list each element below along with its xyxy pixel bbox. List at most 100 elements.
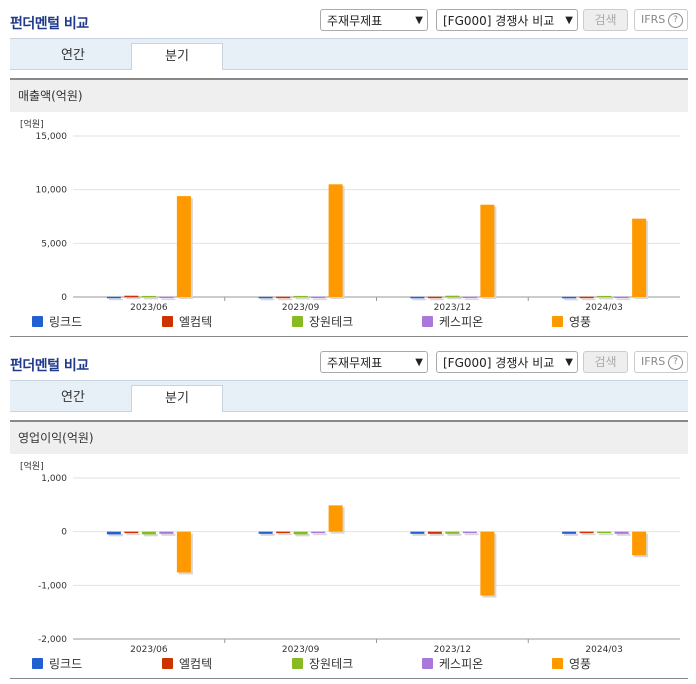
bar-shadow (599, 533, 614, 536)
bar-2-2 (445, 295, 460, 298)
bar-4-2 (480, 204, 495, 297)
bar-1-1 (276, 296, 291, 299)
bar-shadow (429, 533, 444, 536)
panel-title: 펀더멘털 비교 (10, 358, 89, 374)
bar-0-2 (410, 531, 425, 534)
chevron-down-icon: ▼ (565, 357, 573, 368)
legend-item[interactable]: 링크드 (32, 313, 82, 330)
legend-item[interactable]: 엘컴텍 (162, 313, 212, 330)
bar-3-0 (159, 531, 174, 534)
legend-item[interactable]: 장원테크 (292, 655, 353, 672)
bar-shadow (464, 298, 479, 301)
tab-annual[interactable]: 연간 (61, 48, 85, 63)
bar-shadow (260, 533, 275, 536)
bar-shadow (464, 533, 479, 536)
legend-item[interactable]: 링크드 (32, 655, 82, 672)
tab-quarterly[interactable]: 분기 (131, 43, 223, 70)
y-tick-label: 0 (61, 528, 67, 538)
legend-swatch (162, 316, 173, 327)
legend-swatch (422, 316, 433, 327)
y-tick-label: -2,000 (38, 635, 67, 645)
bar-1-0 (124, 531, 139, 534)
search-button[interactable]: 검색 (583, 9, 628, 31)
x-tick-label: 2023/06 (130, 645, 168, 655)
bar-shadow (412, 533, 427, 536)
bar-4-1 (328, 184, 343, 297)
group-select[interactable]: [FG000] 경쟁사 비교 ▼ (436, 351, 578, 373)
tab-quarterly[interactable]: 분기 (131, 385, 223, 412)
bar-2-1 (293, 295, 308, 298)
y-tick-label: 0 (61, 293, 67, 303)
bar-0-3 (562, 531, 577, 534)
ifrs-label: IFRS (641, 355, 666, 368)
bar-1-1 (276, 531, 291, 534)
legend-swatch (552, 658, 563, 669)
legend-item[interactable]: 장원테크 (292, 313, 353, 330)
bar-2-3 (597, 295, 612, 298)
y-tick-label: -1,000 (38, 581, 67, 591)
statement-select[interactable]: 주재무제표 ▼ (320, 351, 428, 373)
legend-item[interactable]: 영풍 (552, 313, 591, 330)
bar-3-3 (614, 531, 629, 534)
bar-4-0 (176, 196, 191, 297)
legend-label: 링크드 (49, 315, 83, 329)
legend-swatch (32, 658, 43, 669)
divider (10, 336, 688, 337)
bar-4-1 (328, 505, 343, 532)
bar-shadow (564, 533, 579, 536)
bar-shadow (295, 297, 310, 300)
legend-label: 영풍 (569, 657, 592, 671)
search-button[interactable]: 검색 (583, 351, 628, 373)
legend-item[interactable]: 엘컴텍 (162, 655, 212, 672)
group-select-value: [FG000] 경쟁사 비교 (443, 356, 555, 370)
bar-shadow (581, 298, 596, 301)
legend-label: 케스피온 (439, 315, 484, 329)
ifrs-button[interactable]: IFRS ? (634, 351, 688, 373)
legend-label: 영풍 (569, 315, 592, 329)
legend-item[interactable]: 영풍 (552, 655, 591, 672)
bar-shadow (616, 298, 631, 301)
bar-3-1 (311, 296, 326, 299)
x-tick-label: 2024/03 (585, 303, 622, 313)
chevron-down-icon: ▼ (565, 15, 573, 26)
tab-annual[interactable]: 연간 (61, 390, 85, 405)
legend-item[interactable]: 케스피온 (422, 655, 483, 672)
bar-shadow (616, 533, 631, 536)
legend-item[interactable]: 케스피온 (422, 313, 483, 330)
bar-0-1 (258, 296, 273, 299)
bar-2-1 (293, 531, 308, 535)
x-tick-label: 2023/09 (282, 303, 320, 313)
bar-shadow (143, 533, 158, 537)
bar-shadow (447, 297, 462, 300)
bar-shadow (126, 533, 141, 536)
bar-shadow (126, 297, 141, 300)
bar-shadow (313, 298, 328, 301)
legend-swatch (292, 658, 303, 669)
bar-3-1 (311, 531, 326, 534)
x-tick-label: 2023/12 (434, 645, 471, 655)
panel-header: 펀더멘털 비교 주재무제표 ▼ [FG000] 경쟁사 비교 ▼ 검색 IFRS… (10, 350, 688, 376)
bar-shadow (161, 298, 176, 301)
panel-header: 펀더멘털 비교 주재무제표 ▼ [FG000] 경쟁사 비교 ▼ 검색 IFRS… (10, 8, 688, 34)
group-select[interactable]: [FG000] 경쟁사 비교 ▼ (436, 9, 578, 31)
unit-label: [억원] (20, 462, 44, 472)
legend-swatch (552, 316, 563, 327)
bar-3-0 (159, 296, 174, 299)
y-tick-label: 5,000 (41, 239, 67, 249)
bar-4-0 (176, 531, 191, 573)
period-tabs: 연간 분기 (10, 38, 688, 70)
bar-4-2 (480, 531, 495, 596)
bar-shadow (581, 533, 596, 536)
legend-label: 엘컴텍 (179, 315, 213, 329)
group-select-value: [FG000] 경쟁사 비교 (443, 14, 555, 28)
ifrs-button[interactable]: IFRS ? (634, 9, 688, 31)
bar-4-3 (632, 531, 647, 556)
panel-title: 펀더멘털 비교 (10, 16, 89, 32)
statement-select[interactable]: 주재무제표 ▼ (320, 9, 428, 31)
y-tick-label: 1,000 (41, 474, 67, 484)
legend-label: 링크드 (49, 657, 83, 671)
sales-chart: 0 5,000 10,000 15,000 2023/06 2023/09 2023/12 2… (36, 132, 680, 313)
help-icon: ? (668, 355, 683, 370)
legend-swatch (292, 316, 303, 327)
legend-swatch (162, 658, 173, 669)
